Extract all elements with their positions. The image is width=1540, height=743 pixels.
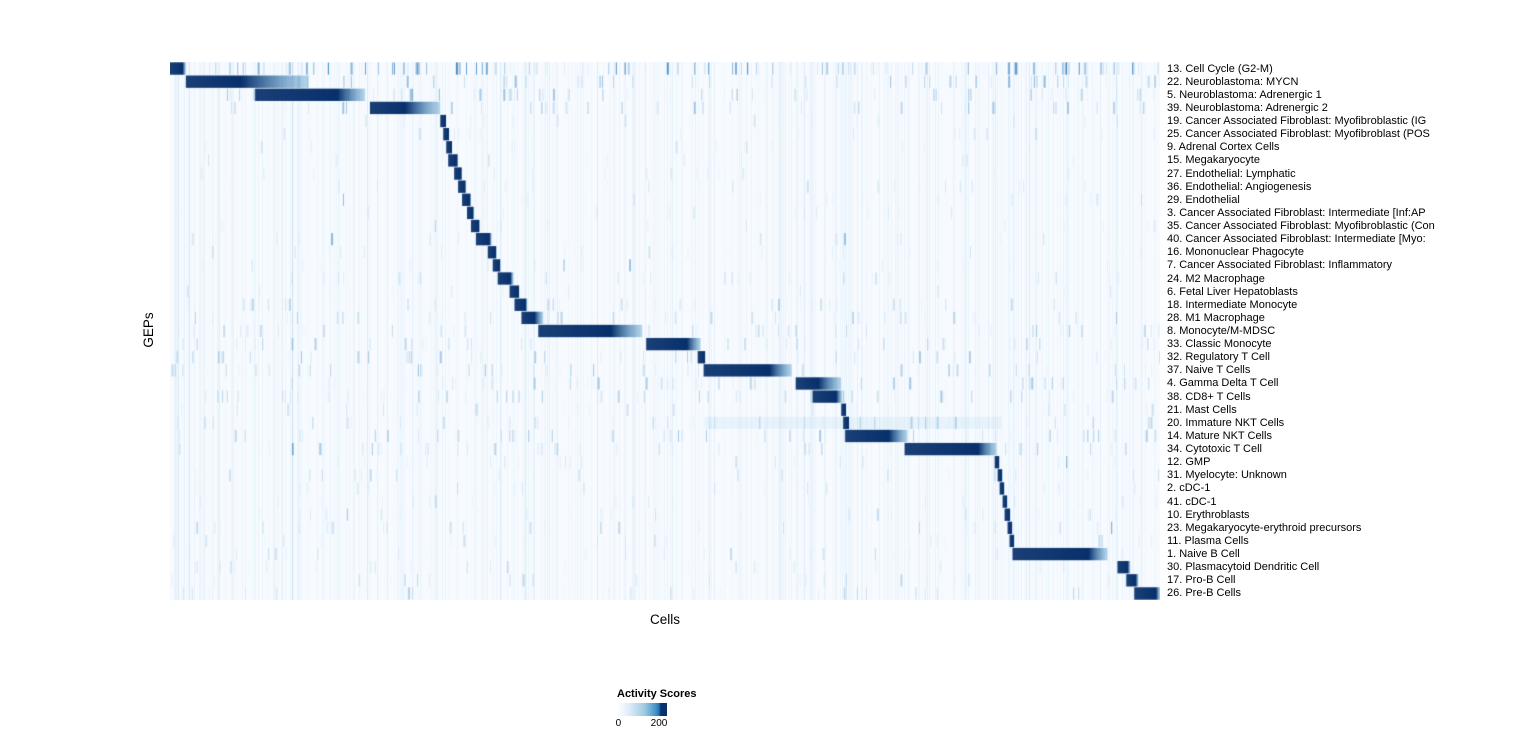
row-label: 2. cDC-1 <box>1167 482 1211 495</box>
legend-title: Activity Scores <box>617 688 697 700</box>
row-label: 30. Plasmacytoid Dendritic Cell <box>1167 561 1320 574</box>
row-label: 6. Fetal Liver Hepatoblasts <box>1167 285 1298 298</box>
row-label: 7. Cancer Associated Fibroblast: Inflamm… <box>1167 259 1392 272</box>
row-label: 16. Mononuclear Phagocyte <box>1167 246 1304 259</box>
row-label: 4. Gamma Delta T Cell <box>1167 377 1279 390</box>
row-label: 41. cDC-1 <box>1167 495 1217 508</box>
row-label: 28. M1 Macrophage <box>1167 311 1265 324</box>
row-label: 26. Pre-B Cells <box>1167 587 1241 600</box>
row-labels: 13. Cell Cycle (G2-M) 22. Neuroblastoma: … <box>1167 62 1540 600</box>
row-label: 22. Neuroblastoma: MYCN <box>1167 75 1299 88</box>
y-axis-label: GEPs <box>141 312 156 348</box>
row-label: 12. GMP <box>1167 456 1211 469</box>
row-label: 36. Endothelial: Angiogenesis <box>1167 180 1312 193</box>
row-label: 8. Monocyte/M-MDSC <box>1167 325 1276 337</box>
row-label: 23. Megakaryocyte-erythroid precursors <box>1167 521 1362 534</box>
row-label: 37. Naive T Cells <box>1167 364 1251 377</box>
heatmap-canvas <box>170 62 1160 600</box>
legend-ticks: 0 200 <box>615 718 747 730</box>
row-label: 34. Cytotoxic T Cell <box>1167 443 1262 456</box>
row-label: 21. Mast Cells <box>1167 403 1237 416</box>
row-label: 39. Neuroblastoma: Adrenergic 2 <box>1167 101 1328 114</box>
row-label: 5. Neuroblastoma: Adrenergic 1 <box>1167 88 1322 101</box>
x-axis-label: Cells <box>649 612 680 627</box>
row-label: 11. Plasma Cells <box>1167 534 1249 547</box>
row-label: 38. CD8+ T Cells <box>1167 390 1251 403</box>
row-label: 19. Cancer Associated Fibroblast: Myofib… <box>1167 115 1427 128</box>
legend-tick-min: 0 <box>615 718 622 729</box>
row-label: 35. Cancer Associated Fibroblast: Myofib… <box>1167 220 1435 233</box>
row-label: 31. Myelocyte: Unknown <box>1167 469 1287 482</box>
legend-gradient-bar <box>617 703 667 716</box>
legend: Activity Scores 0 200 <box>615 688 747 730</box>
row-label: 9. Adrenal Cortex Cells <box>1167 141 1280 154</box>
row-label: 1. Naive B Cell <box>1167 548 1240 561</box>
row-label: 33. Classic Monocyte <box>1167 338 1272 351</box>
row-label: 14. Mature NKT Cells <box>1167 429 1272 442</box>
row-label: 40. Cancer Associated Fibroblast: Interm… <box>1167 233 1426 246</box>
row-label: 3. Cancer Associated Fibroblast: Interme… <box>1167 206 1426 219</box>
row-label: 18. Intermediate Monocyte <box>1167 298 1298 311</box>
row-label: 10. Erythroblasts <box>1167 508 1250 521</box>
row-label: 29. Endothelial <box>1167 193 1240 206</box>
row-label: 20. Immature NKT Cells <box>1167 416 1285 429</box>
row-label: 15. Megakaryocyte <box>1167 154 1260 167</box>
row-label: 32. Regulatory T Cell <box>1167 351 1270 364</box>
legend-tick-max: 200 <box>650 718 668 729</box>
row-label: 13. Cell Cycle (G2-M) <box>1167 62 1273 75</box>
row-label: 25. Cancer Associated Fibroblast: Myofib… <box>1167 128 1430 141</box>
row-label: 24. M2 Macrophage <box>1167 272 1265 285</box>
row-label: 17. Pro-B Cell <box>1167 574 1236 587</box>
row-label: 27. Endothelial: Lymphatic <box>1167 167 1296 180</box>
